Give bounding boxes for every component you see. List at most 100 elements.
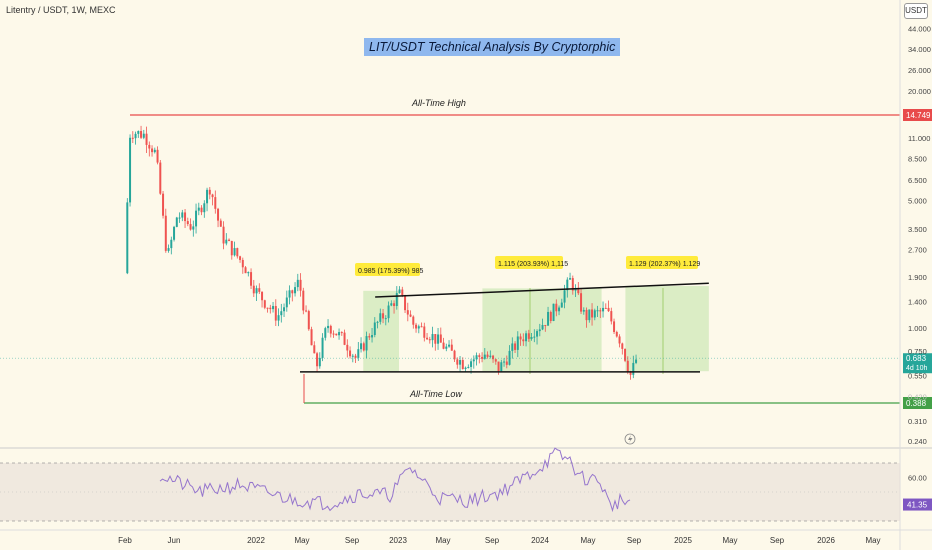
candle-body-97 — [393, 303, 396, 307]
x-tick-13: Sep — [770, 536, 785, 545]
candle-body-100 — [401, 289, 404, 296]
event-flag-icon — [624, 433, 636, 445]
overlay-group: All-Time High 14.749 All-Time Low 0.388 0.98… — [0, 98, 932, 445]
candle-body-69 — [316, 353, 319, 367]
y-tick-1: 34.000 — [908, 45, 931, 54]
candle-body-4 — [137, 131, 140, 134]
candle-body-88 — [368, 336, 371, 338]
candle-body-74 — [329, 325, 332, 334]
candle-body-132 — [489, 355, 492, 357]
candle-body-157 — [558, 307, 561, 312]
y-tick-8: 3.500 — [908, 225, 927, 234]
candle-body-140 — [511, 343, 514, 351]
candle-body-184 — [632, 362, 635, 375]
candle-body-173 — [602, 307, 605, 312]
candle-body-59 — [288, 290, 291, 298]
y-tick-5: 8.500 — [908, 155, 927, 164]
candle-body-3 — [134, 133, 137, 139]
candle-body-2 — [131, 137, 134, 139]
target-zone-0 — [363, 290, 399, 372]
candle-body-70 — [318, 357, 321, 367]
x-tick-10: Sep — [627, 536, 642, 545]
candle-body-106 — [417, 326, 420, 329]
candle-body-149 — [536, 331, 539, 337]
candle-body-6 — [142, 133, 145, 138]
candle-body-45 — [250, 272, 253, 286]
candle-body-104 — [412, 316, 415, 325]
y-tick-4: 11.000 — [908, 134, 930, 143]
candle-body-99 — [398, 289, 401, 294]
candle-body-129 — [481, 356, 484, 359]
chart-title: LIT/USDT Technical Analysis By Cryptorph… — [364, 38, 621, 56]
candle-body-165 — [580, 293, 583, 312]
candle-body-151 — [541, 325, 544, 330]
candle-body-0 — [126, 202, 129, 274]
candle-body-26 — [197, 207, 200, 211]
candle-body-137 — [503, 361, 506, 363]
candle-body-174 — [604, 307, 607, 309]
candle-body-156 — [555, 303, 558, 312]
candle-body-176 — [610, 311, 613, 322]
candle-body-80 — [346, 344, 349, 351]
candle-body-182 — [626, 360, 629, 372]
callout-text-2: 1.129 (202.37%) 1.129 — [629, 261, 700, 268]
candle-body-55 — [277, 315, 280, 321]
candle-body-152 — [544, 325, 547, 327]
candle-body-133 — [492, 355, 495, 360]
candle-body-64 — [302, 290, 305, 311]
candle-body-142 — [516, 336, 519, 350]
zones-group — [363, 286, 709, 374]
candle-body-8 — [148, 144, 151, 149]
candle-body-154 — [549, 311, 552, 321]
x-tick-1: Jun — [168, 536, 181, 545]
candle-body-57 — [283, 307, 286, 312]
candle-body-12 — [159, 162, 162, 194]
candle-body-62 — [296, 279, 299, 288]
candle-body-139 — [508, 350, 511, 365]
atl-text: All-Time Low — [409, 389, 462, 399]
candle-body-11 — [156, 149, 159, 163]
candle-body-32 — [214, 197, 217, 209]
candle-body-115 — [442, 342, 445, 349]
candle-body-89 — [371, 335, 374, 338]
candle-body-110 — [428, 339, 431, 341]
y-tick-17: 0.240 — [908, 437, 927, 446]
resistance-line — [375, 282, 709, 298]
candle-body-41 — [239, 256, 242, 260]
candle-body-158 — [560, 302, 563, 308]
rsi-value: 41.35 — [907, 501, 928, 510]
candle-body-34 — [219, 220, 222, 227]
candle-body-42 — [241, 259, 244, 268]
candle-body-33 — [217, 208, 220, 221]
x-tick-12: May — [722, 536, 737, 545]
last-price-bg — [903, 353, 932, 374]
candle-body-30 — [208, 189, 211, 195]
y-tick-3: 20.000 — [908, 87, 931, 96]
candle-body-164 — [577, 288, 580, 294]
candle-body-122 — [461, 360, 464, 369]
candle-body-112 — [434, 334, 437, 344]
candle-body-72 — [324, 328, 327, 338]
candle-body-75 — [332, 333, 335, 335]
y-tick-2: 26.000 — [908, 66, 931, 75]
y-tick-9: 2.700 — [908, 245, 927, 254]
candle-body-71 — [321, 337, 324, 358]
x-tick-3: May — [294, 536, 309, 545]
candle-body-66 — [307, 311, 310, 330]
candle-body-22 — [186, 221, 189, 225]
currency-button[interactable]: USDT — [904, 3, 928, 19]
candle-body-5 — [140, 131, 143, 138]
rsi-group: 60.00 41.35 — [0, 447, 932, 522]
candle-body-90 — [373, 322, 376, 336]
candle-body-125 — [470, 361, 473, 367]
candle-body-84 — [357, 349, 360, 358]
candle-body-20 — [181, 212, 184, 218]
candle-body-31 — [211, 194, 214, 198]
candle-body-161 — [569, 278, 572, 280]
candle-body-18 — [175, 217, 178, 227]
candle-body-162 — [571, 278, 574, 291]
candle-body-170 — [593, 310, 596, 318]
candle-body-46 — [252, 285, 255, 294]
callout-text-0: 0.985 (175.39%) 985 — [358, 268, 423, 275]
